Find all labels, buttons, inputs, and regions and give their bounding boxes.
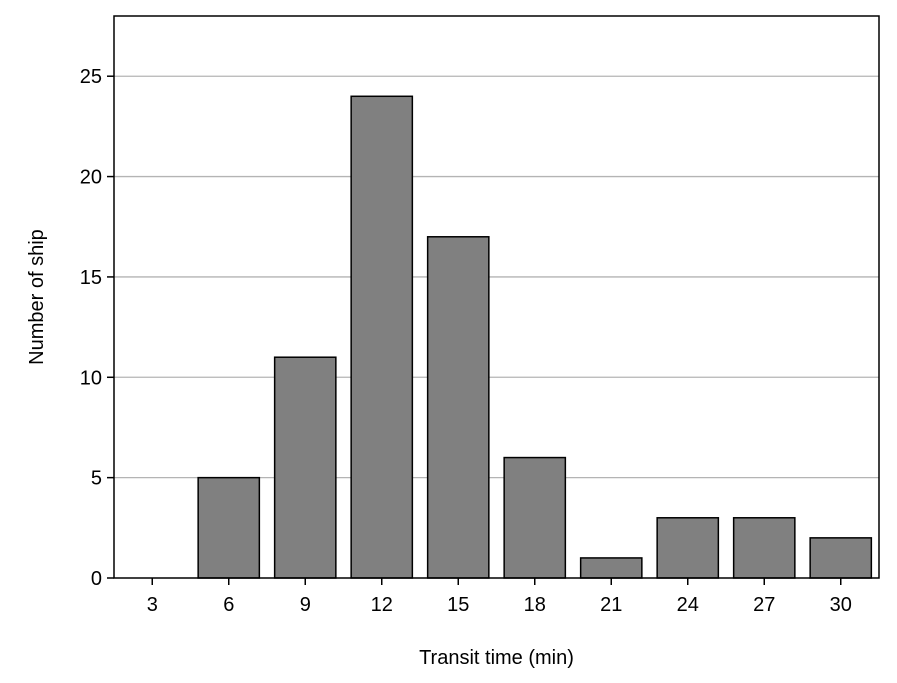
- bar-15: [426, 236, 490, 579]
- x-tick-label: 6: [223, 594, 234, 616]
- y-tick-label: 15: [80, 267, 102, 289]
- grid-lines: [114, 75, 879, 479]
- x-axis: 3 6 9 12 15 18 21 24 27 30: [147, 578, 852, 616]
- y-axis: 0 5 10 15 20 25: [80, 66, 114, 590]
- x-tick-label: 21: [600, 594, 622, 616]
- bar-21: [579, 557, 643, 579]
- x-tick-label: 27: [753, 594, 775, 616]
- bars: [197, 95, 873, 579]
- y-tick-label: 5: [91, 468, 102, 490]
- plot-frame: [113, 15, 880, 579]
- bar-6: [197, 476, 261, 579]
- bar-9: [273, 356, 337, 579]
- x-tick-label: 15: [447, 594, 469, 616]
- x-tick-label: 24: [677, 594, 699, 616]
- bar-27: [732, 517, 796, 579]
- y-tick-label: 20: [80, 167, 102, 189]
- y-tick-label: 25: [80, 66, 102, 88]
- bar-30: [809, 537, 873, 579]
- x-tick-label: 18: [524, 594, 546, 616]
- y-tick-label: 10: [80, 367, 102, 389]
- x-tick-label: 12: [371, 594, 393, 616]
- y-axis-title: Number of ship: [26, 229, 48, 365]
- x-axis-title: Transit time (min): [419, 647, 574, 669]
- x-tick-label: 9: [300, 594, 311, 616]
- bar-12: [350, 95, 414, 579]
- bar-24: [656, 517, 720, 579]
- x-tick-label: 3: [147, 594, 158, 616]
- x-tick-label: 30: [830, 594, 852, 616]
- bar-18: [503, 456, 567, 579]
- y-tick-label: 0: [91, 568, 102, 590]
